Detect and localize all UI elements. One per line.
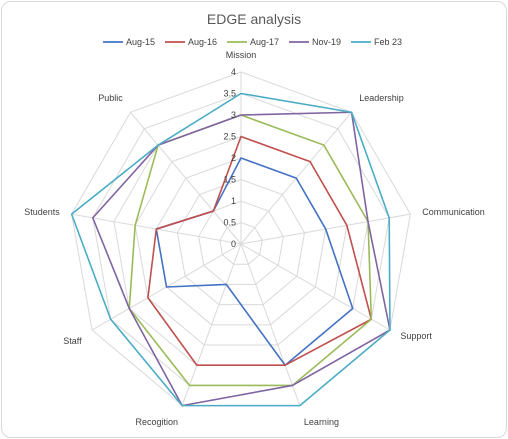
legend-label: Aug-16: [188, 37, 217, 47]
series-layer: [70, 92, 391, 407]
legend-label: Feb 23: [374, 37, 402, 47]
grid-spoke: [181, 243, 242, 406]
category-label: Support: [400, 331, 432, 341]
category-label: Leadership: [359, 93, 404, 103]
tick-label: 1: [231, 196, 236, 206]
category-label: Communication: [422, 207, 485, 217]
tick-label: 4: [231, 67, 236, 77]
chart-title: EDGE analysis: [207, 11, 301, 27]
series-line: [91, 111, 391, 407]
tick-label: 2: [231, 153, 236, 163]
legend: Aug-15 Aug-16 Aug-17 Nov-19 Feb 23: [103, 37, 402, 47]
series-line: [155, 157, 354, 367]
tick-label: 2.5: [223, 132, 236, 142]
grid-spoke: [130, 111, 242, 245]
category-label: Students: [24, 207, 60, 217]
legend-label: Aug-15: [126, 37, 155, 47]
category-label: Staff: [63, 336, 82, 346]
grid-spoke: [240, 243, 391, 331]
grid-ring: [198, 200, 284, 285]
series-line: [70, 92, 391, 407]
series-line: [128, 114, 373, 387]
category-labels: Mission Leadership Communication Support Lea…: [24, 50, 484, 427]
grid-spoke: [240, 243, 301, 406]
tick-label: 0.5: [223, 218, 236, 228]
legend-label: Nov-19: [312, 37, 341, 47]
category-label: Learning: [304, 417, 339, 427]
series-line: [147, 135, 373, 367]
tick-label: 1.5: [223, 175, 236, 185]
grid-ring: [219, 221, 263, 265]
tick-label: 3.5: [223, 89, 236, 99]
tick-label: 0: [231, 239, 236, 249]
tick-label: 3: [231, 110, 236, 120]
category-label: Recogition: [136, 417, 179, 427]
category-label: Mission: [226, 50, 257, 60]
tick-labels: 0 0.5 1 1.5 2 2.5 3 3.5 4: [223, 67, 236, 249]
category-label: Public: [98, 93, 123, 103]
legend-label: Aug-17: [250, 37, 279, 47]
